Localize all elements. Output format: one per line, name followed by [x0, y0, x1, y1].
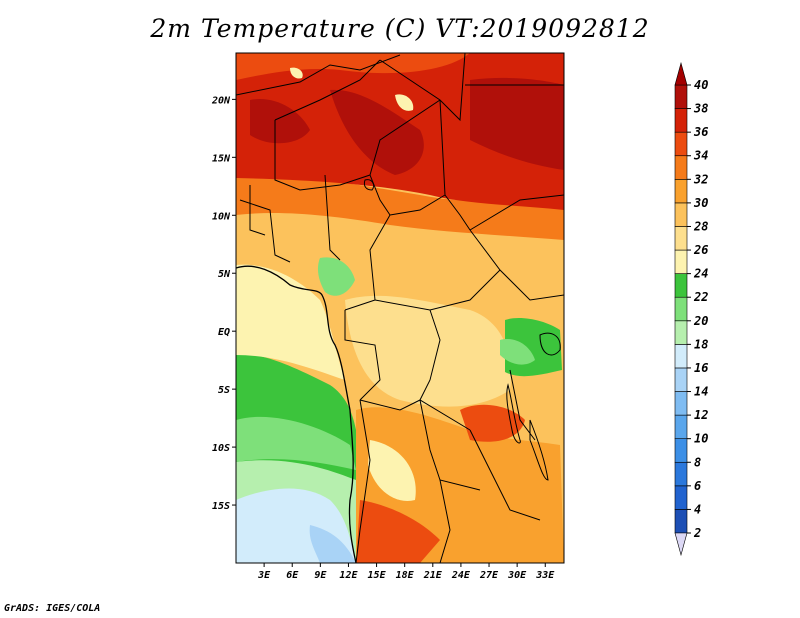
colorbar-swatch	[674, 226, 688, 251]
colorbar-label: 22	[693, 290, 708, 304]
colorbar-swatch	[674, 296, 688, 322]
colorbar-swatch	[674, 367, 688, 392]
field-west-africa-green	[317, 257, 355, 296]
colorbar-label: 40	[694, 78, 708, 92]
colorbar-label: 38	[693, 102, 708, 116]
field-congo-basin	[345, 295, 511, 407]
colorbar-swatch	[674, 461, 688, 487]
x-axis: 3E 6E 9E 12E 15E 18E 21E 24E 27E 30E 33E	[257, 563, 555, 581]
x-tick-label: 9E	[314, 570, 327, 581]
colorbar-swatch	[674, 202, 688, 227]
field-sahara-hottest-west	[250, 99, 310, 144]
field-sahara-hottest-east	[470, 77, 564, 170]
field-sahara-hottest-central	[330, 89, 424, 175]
lakes	[363, 179, 561, 481]
map-panel	[236, 53, 564, 563]
y-tick-label: 15N	[212, 153, 231, 164]
colorbar-label: 32	[693, 172, 708, 186]
colorbar-swatch	[674, 108, 688, 133]
x-tick-label: 18E	[396, 570, 415, 581]
colorbar-swatch	[674, 179, 688, 204]
field-angola-hotter	[356, 500, 440, 563]
y-tick-label: 5N	[218, 269, 231, 280]
colorbar-label: 10	[694, 432, 708, 446]
x-tick-label: 24E	[451, 570, 471, 581]
y-tick-label: EQ	[218, 327, 230, 338]
colorbar-under-arrow	[674, 532, 688, 557]
x-tick-label: 30E	[507, 570, 527, 581]
field-south-atlantic-20c	[236, 416, 356, 470]
colorbar-label: 36	[693, 125, 708, 139]
field-hoggar-cool	[290, 67, 303, 79]
field-5n-10n-belt	[236, 200, 564, 300]
colorbar-label: 20	[693, 314, 708, 328]
x-tick-label: 12E	[339, 570, 358, 581]
y-axis: 20N 15N 10N 5N EQ 5S 10S 15S	[211, 95, 236, 512]
x-tick-label: 3E	[257, 570, 271, 581]
colorbar-label: 26	[693, 243, 708, 257]
chart-title: 2m Temperature (C) VT:2019092812	[150, 14, 650, 43]
colorbar-label: 18	[694, 337, 708, 351]
field-sahara-north-cooler	[236, 53, 470, 80]
coastlines	[236, 265, 357, 563]
colorbar-swatch	[674, 414, 688, 439]
field-tibesti-cool	[395, 94, 414, 111]
y-tick-label: 10S	[212, 443, 230, 454]
map-frame	[235, 52, 565, 564]
y-tick-label: 10N	[212, 211, 231, 222]
colorbar-over-arrow	[674, 61, 688, 86]
x-tick-label: 6E	[286, 570, 299, 581]
colorbar-label: 12	[694, 408, 708, 422]
colorbar-swatch	[674, 320, 688, 345]
field-gulf-of-guinea	[236, 264, 345, 380]
colorbar-label: 14	[694, 385, 708, 399]
colorbar-swatch	[674, 344, 688, 369]
colorbar-label: 28	[693, 219, 708, 233]
colorbar-label: 16	[694, 361, 708, 375]
x-tick-label: 21E	[423, 570, 443, 581]
colorbar-swatch	[674, 438, 688, 463]
colorbar-label: 4	[694, 502, 701, 516]
colorbar-label: 2	[693, 526, 701, 540]
colorbar-swatch	[674, 273, 688, 298]
colorbar-swatch	[674, 485, 688, 510]
country-borders	[236, 53, 564, 563]
x-tick-label: 15E	[368, 570, 387, 581]
colorbar-label: 6	[694, 479, 701, 493]
grads-credit: GrADS: IGES/COLA	[4, 603, 101, 614]
colorbar-label: 34	[693, 149, 708, 163]
y-tick-label: 20N	[211, 95, 231, 106]
colorbar-swatch	[674, 509, 688, 534]
colorbar-swatch	[674, 391, 688, 416]
y-tick-label: 5S	[218, 385, 230, 396]
x-tick-label: 27E	[479, 570, 499, 581]
colorbar-label: 30	[693, 196, 708, 210]
y-tick-label: 15S	[212, 501, 230, 512]
field-angola-plateau	[368, 440, 416, 501]
colorbar-label: 24	[693, 267, 708, 281]
colorbar-swatch	[674, 131, 688, 157]
colorbar-swatch	[674, 155, 688, 180]
colorbar-swatch	[674, 249, 688, 274]
colorbar-label: 8	[694, 455, 701, 469]
colorbar-swatch	[674, 84, 688, 109]
field-east-highlands-light	[500, 339, 535, 365]
x-tick-label: 33E	[535, 570, 555, 581]
field-benguela-cold	[309, 525, 356, 563]
